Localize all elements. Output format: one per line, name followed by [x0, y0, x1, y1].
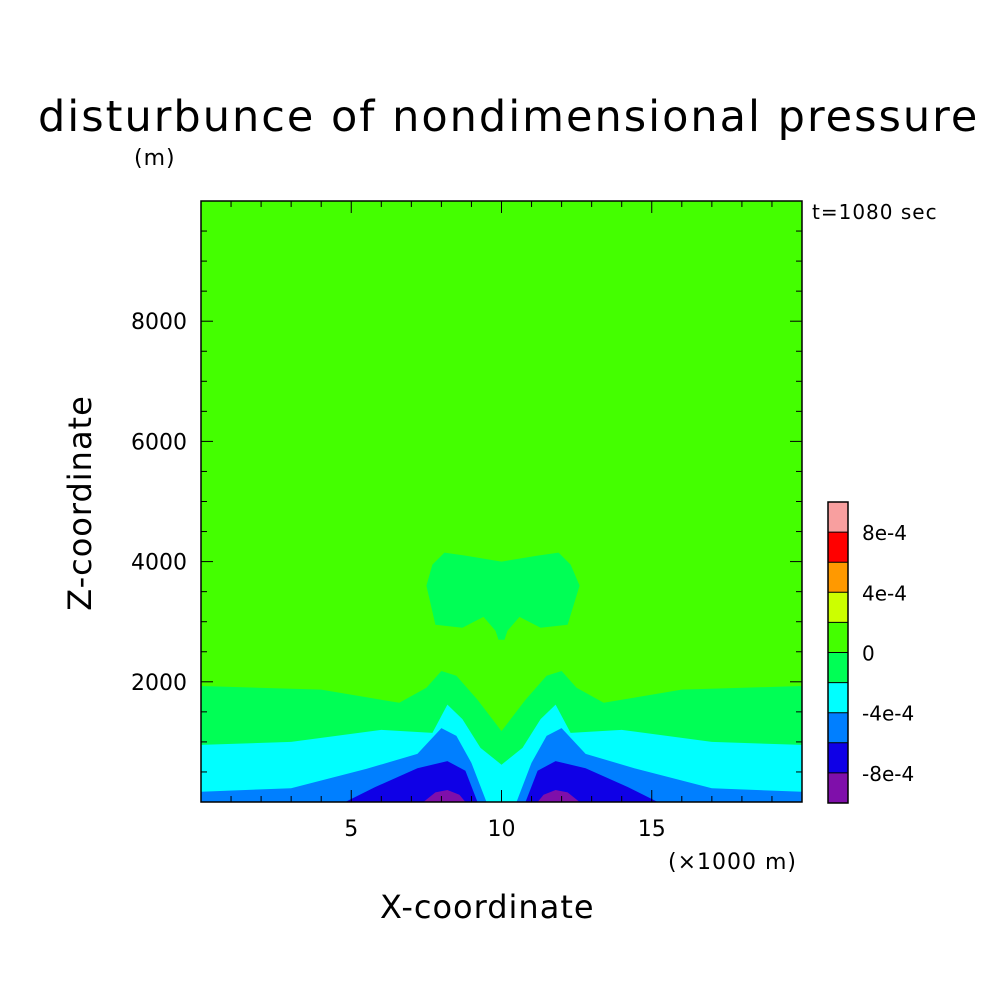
y-tick-label: 6000: [131, 430, 187, 455]
colorbar-swatch-2: [828, 712, 848, 743]
x-tick-label: 5: [344, 817, 358, 842]
colorbar-swatch-5: [828, 622, 848, 653]
colorbar-frame: [827, 501, 849, 804]
y-unit-label: (m): [134, 146, 176, 171]
colorbar-swatch-7: [828, 562, 848, 593]
y-tick-label: 8000: [131, 310, 187, 335]
colorbar-label: 0: [862, 642, 875, 666]
colorbar-swatch-8: [828, 532, 848, 563]
colorbar-swatch-6: [828, 592, 848, 623]
contour-band-0: [201, 201, 802, 802]
x-tick-label: 10: [488, 817, 516, 842]
colorbar-swatch-9: [828, 502, 848, 533]
colorbar-swatch-4: [828, 652, 848, 683]
contour-band-1: [426, 552, 580, 640]
colorbar-label: -4e-4: [862, 702, 914, 726]
colorbar-label: 4e-4: [862, 581, 907, 605]
time-label: t=1080 sec: [812, 200, 938, 224]
colorbar-swatch-3: [828, 682, 848, 713]
x-tick-label: 15: [638, 817, 666, 842]
plot-axes: 5 10 15 2000 4000 6000 8000: [131, 200, 803, 842]
y-tick-label: 4000: [131, 551, 187, 576]
x-unit-label: (×1000 m): [668, 850, 798, 875]
contour-band-4: [201, 728, 802, 802]
contour-band-8: [537, 790, 580, 802]
chart-title: disturbunce of nondimensional pressure: [38, 92, 980, 142]
colorbar-swatch-0: [828, 772, 848, 803]
colorbar-swatch-1: [828, 742, 848, 773]
colorbar-label: -8e-4: [862, 762, 914, 786]
contour-band-7: [423, 790, 466, 802]
contour-bands: [201, 201, 802, 802]
colorbar: 8e-4 4e-4 0 -4e-4 -8e-4: [827, 501, 914, 804]
colorbar-label: 8e-4: [862, 521, 907, 545]
x-axis-label: X-coordinate: [380, 888, 595, 926]
y-tick-label: 2000: [131, 671, 187, 696]
